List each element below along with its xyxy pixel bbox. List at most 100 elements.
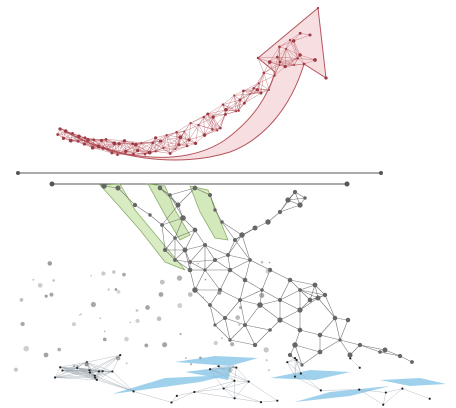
network-line — [174, 237, 186, 251]
arrow-mesh-line — [124, 140, 127, 152]
network-line — [229, 339, 256, 346]
water-line — [223, 381, 249, 389]
water-node — [358, 366, 361, 369]
water-line — [209, 366, 219, 370]
arrow-node — [122, 139, 127, 143]
particle — [115, 355, 121, 361]
arrow-mesh-line — [141, 142, 156, 152]
arrow-node — [288, 38, 292, 42]
network-node — [248, 258, 252, 262]
network-node — [173, 258, 177, 262]
network-node — [222, 315, 228, 321]
network-line — [279, 204, 301, 213]
arrow-node — [136, 149, 140, 153]
arrow-node — [234, 110, 238, 113]
particle — [135, 309, 139, 312]
arrow-node — [134, 142, 138, 147]
water-node — [170, 401, 173, 404]
arrow-mesh-line — [188, 134, 205, 141]
network-line — [189, 259, 216, 263]
water-node — [88, 369, 91, 372]
arrow-mesh-line — [263, 72, 275, 76]
arrow-mesh-line — [117, 143, 120, 155]
water-line — [89, 354, 121, 371]
arrow-node — [104, 137, 108, 141]
arrow-mesh-line — [141, 142, 146, 155]
network-node — [268, 328, 272, 332]
arrow-mesh-line — [293, 40, 298, 59]
particle — [57, 347, 62, 352]
water-line — [210, 367, 237, 370]
network-line — [299, 297, 319, 311]
arrow-mesh-line — [300, 33, 311, 36]
network-node — [157, 185, 163, 191]
arrow-mesh-line — [178, 139, 190, 145]
water-node — [94, 376, 97, 379]
arrow-mesh-line — [163, 147, 176, 150]
arrow-node — [165, 133, 168, 137]
water-node — [235, 366, 238, 369]
network-line — [319, 334, 341, 341]
network-line — [221, 221, 243, 236]
arrow-node — [285, 47, 288, 50]
network-node — [239, 232, 245, 238]
arrow-mesh-line — [257, 56, 278, 59]
water-node — [97, 370, 101, 373]
arrow-mesh-line — [117, 140, 125, 155]
network-line — [229, 259, 251, 271]
water-node — [193, 390, 196, 394]
arrow-node — [71, 132, 74, 135]
arrow-mesh-line — [59, 128, 71, 141]
water-node — [295, 358, 298, 362]
network-node — [285, 197, 291, 203]
arrow-mesh-line — [163, 147, 171, 154]
network-node — [378, 350, 382, 354]
arrow-node — [96, 144, 101, 149]
arrow-node — [101, 146, 105, 150]
particle — [122, 272, 126, 277]
network-line — [299, 289, 319, 299]
water-node — [299, 372, 302, 375]
arrow-node — [117, 142, 121, 146]
leaf-right — [189, 185, 229, 241]
network-line — [261, 289, 281, 301]
arrow-mesh-line — [243, 89, 258, 92]
water-line — [294, 359, 297, 377]
water-line — [294, 376, 321, 391]
arrow-mesh-line — [155, 140, 161, 152]
network-line — [334, 317, 341, 341]
arrow-mesh-line — [155, 134, 167, 152]
water-line — [402, 388, 430, 399]
network-node — [202, 242, 208, 248]
water-line — [176, 391, 195, 397]
arrow-mesh-line — [263, 72, 270, 90]
arrow-mesh-line — [244, 92, 262, 104]
network-line — [221, 221, 236, 241]
water-line — [218, 366, 249, 382]
arrow-mesh-line — [155, 134, 167, 139]
network-line — [161, 224, 166, 251]
water-node — [382, 403, 385, 406]
lower-bar-end-left — [49, 181, 55, 187]
arrow-mesh-line — [105, 139, 108, 150]
network-line — [287, 197, 306, 201]
water-line — [234, 381, 249, 399]
arrow-mesh-line — [70, 139, 89, 141]
network-line — [339, 339, 351, 356]
arrow-node — [90, 145, 95, 150]
arrow-mesh-line — [289, 33, 301, 41]
arrow-node — [106, 148, 109, 151]
arrow-mesh-line — [212, 127, 221, 130]
arrow-mesh-line — [195, 124, 199, 144]
arrow-node — [162, 146, 165, 150]
water-node — [233, 397, 236, 400]
particle — [263, 347, 269, 353]
water-node — [93, 374, 96, 377]
water-line — [54, 361, 87, 378]
particle — [158, 292, 164, 297]
network-node — [277, 209, 283, 215]
arrow-node — [131, 142, 135, 146]
arrow-mesh-line — [207, 113, 218, 131]
arrow-mesh-line — [293, 34, 311, 42]
arrow-node — [308, 33, 312, 37]
